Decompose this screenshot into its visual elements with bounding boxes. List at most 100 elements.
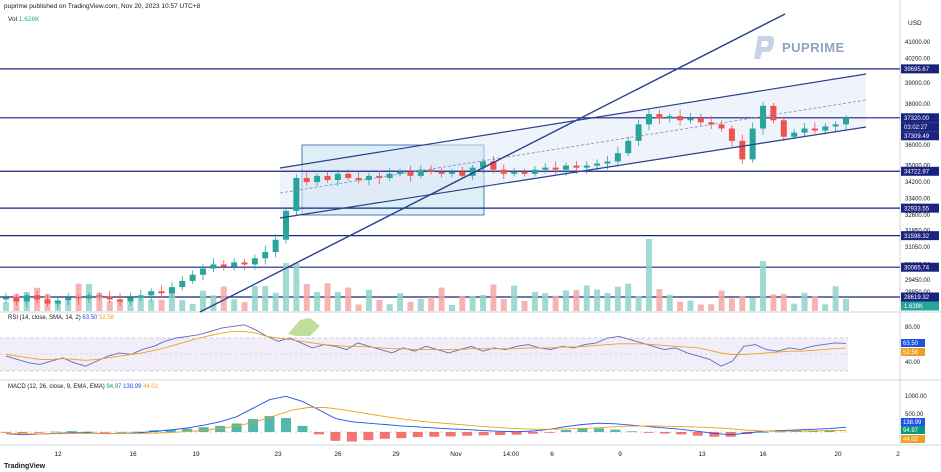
macd-hist-bar bbox=[396, 432, 407, 439]
indicator-tag bbox=[901, 418, 925, 426]
macd-hist-bar bbox=[363, 432, 374, 441]
macd-hist-bar bbox=[132, 431, 143, 433]
macd-line[interactable] bbox=[5, 395, 847, 436]
candle-body bbox=[490, 161, 497, 170]
macd-hist-bar bbox=[462, 432, 473, 436]
macd-title: MACD (12, 26, close, 9, EMA, EMA) bbox=[8, 384, 105, 390]
candle-body bbox=[521, 171, 528, 174]
price-level-tag bbox=[901, 203, 939, 213]
candle-body bbox=[127, 297, 134, 302]
time-axis-tick: 26 bbox=[334, 451, 342, 458]
volume-bar bbox=[189, 303, 196, 311]
price-tag-value: 37309.49 bbox=[904, 134, 930, 140]
candle-body bbox=[728, 128, 735, 141]
indicator-tag bbox=[901, 426, 925, 434]
price-level-value: 34722.97 bbox=[904, 169, 930, 175]
price-level-tag bbox=[901, 231, 939, 241]
macd-hist-bar bbox=[643, 432, 654, 433]
macd-hist-bar bbox=[297, 425, 308, 432]
volume-bar bbox=[200, 290, 207, 311]
volume-bar bbox=[739, 296, 746, 311]
price-level-tag bbox=[901, 292, 939, 302]
macd-hist-bar bbox=[83, 431, 94, 433]
rsi-line[interactable] bbox=[5, 324, 847, 367]
candle-body bbox=[480, 161, 487, 168]
channel-upper-line[interactable] bbox=[279, 73, 867, 169]
volume-bar bbox=[438, 287, 445, 311]
indicator-tag-value: 63.50 bbox=[903, 341, 919, 347]
rsi-sma-line[interactable] bbox=[5, 330, 847, 361]
volume-bar bbox=[355, 304, 362, 311]
channel-lower-line[interactable] bbox=[279, 126, 867, 219]
macd-hist-bar bbox=[264, 416, 275, 432]
candle-body bbox=[749, 128, 756, 160]
candle-body bbox=[708, 122, 715, 125]
candle-body bbox=[697, 118, 704, 123]
volume-bar bbox=[718, 290, 725, 311]
volume-bar bbox=[791, 303, 798, 311]
candle-body bbox=[438, 171, 445, 174]
volume-bar bbox=[148, 299, 155, 311]
volume-bar bbox=[210, 295, 217, 311]
candle-body bbox=[220, 264, 227, 267]
macd-hist-bar bbox=[412, 432, 423, 438]
indicator-tag-value: 94.97 bbox=[903, 428, 919, 434]
volume-bar bbox=[760, 261, 767, 311]
candle-body bbox=[148, 291, 155, 296]
macd-hist-bar bbox=[313, 432, 324, 435]
volume-bar bbox=[334, 292, 341, 311]
volume-bar bbox=[687, 300, 694, 311]
macd-histogram bbox=[1, 416, 835, 442]
time-axis-tick: Nov bbox=[450, 451, 462, 458]
macd-hist-bar bbox=[17, 432, 28, 434]
macd-signal-line[interactable] bbox=[5, 407, 847, 435]
candle-body bbox=[469, 167, 476, 176]
volume-bar bbox=[272, 292, 279, 311]
price-level-tag bbox=[901, 113, 939, 123]
puprime-logo: PUPRIME bbox=[752, 34, 845, 60]
candle-body bbox=[583, 165, 590, 168]
candle-body bbox=[3, 297, 9, 300]
price-axis-tick: 39000.00 bbox=[905, 81, 931, 87]
price-tag bbox=[901, 122, 939, 132]
candle-body bbox=[552, 167, 559, 170]
macd-hist-bar bbox=[709, 432, 720, 437]
support-trendline[interactable] bbox=[199, 13, 786, 313]
macd-hist-bar bbox=[528, 432, 539, 434]
macd-hist-bar bbox=[775, 431, 786, 433]
macd-hist-bar bbox=[33, 432, 44, 433]
volume-bar bbox=[251, 286, 258, 311]
volume-bar bbox=[417, 298, 424, 311]
macd-hist-bar bbox=[281, 418, 291, 432]
candle-body bbox=[822, 126, 829, 131]
candle-body bbox=[75, 297, 82, 299]
candle-body bbox=[677, 116, 684, 121]
price-tag bbox=[901, 131, 939, 141]
macd-hist-value: 94.97 bbox=[106, 384, 122, 390]
candle-body bbox=[459, 171, 466, 176]
indicator-axis-tick: 40.00 bbox=[905, 360, 921, 366]
volume-bar bbox=[220, 286, 227, 311]
price-level-value: 32933.55 bbox=[904, 206, 930, 212]
macd-hist-bar bbox=[626, 431, 637, 433]
price-axis-tick: 38000.00 bbox=[905, 102, 931, 108]
candle-body bbox=[23, 295, 30, 302]
volume-bar bbox=[708, 304, 715, 311]
price-tag-value: 1.628K bbox=[904, 304, 923, 310]
volume-bar bbox=[324, 283, 331, 311]
candle-body bbox=[791, 132, 798, 137]
volume-bar bbox=[843, 298, 849, 311]
macd-hist-bar bbox=[379, 432, 390, 439]
candle-body bbox=[542, 167, 549, 170]
volume-bar bbox=[697, 304, 704, 311]
macd-hist-bar bbox=[544, 432, 555, 433]
volume-bar bbox=[448, 304, 455, 311]
channel-mid-line[interactable] bbox=[279, 99, 867, 194]
candle-body bbox=[614, 153, 621, 162]
volume-label: Vol bbox=[8, 16, 18, 23]
volume-bar bbox=[822, 304, 829, 311]
volume-bar bbox=[749, 297, 756, 311]
candle-body bbox=[158, 291, 165, 294]
candle-body bbox=[34, 295, 41, 300]
